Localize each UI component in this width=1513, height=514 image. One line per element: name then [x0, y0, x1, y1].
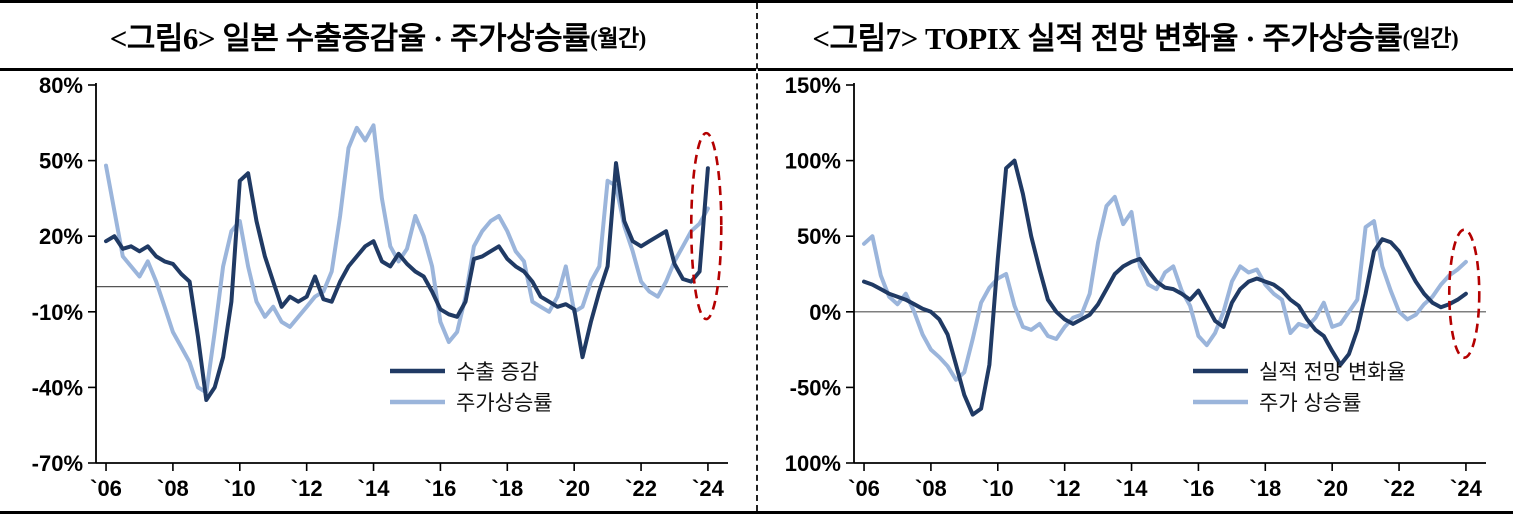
series-line-stock-return — [861, 194, 1468, 382]
legend-label-export-growth: 수출 증감 — [456, 361, 539, 384]
y-tick-label: 150% — [784, 73, 840, 98]
figure6-title: <그림6> 일본 수출증감율 · 주가상승률 (월간) — [0, 3, 756, 71]
x-tick-label: `18 — [491, 476, 523, 501]
y-tick-label: 20% — [39, 224, 83, 249]
figure7-title-text: <그림7> TOPIX 실적 전망 변화율 · 주가상승률 — [812, 21, 1403, 56]
x-tick-label: `24 — [692, 476, 725, 501]
y-tick-label: 100% — [784, 149, 840, 174]
legend-label-stock-return: 주가상승률 — [456, 392, 553, 415]
panel-divider — [755, 3, 758, 511]
x-tick-label: `06 — [90, 476, 122, 501]
y-tick-label: 80% — [39, 73, 83, 98]
legend-label-stock-return: 주가 상승률 — [1259, 392, 1361, 415]
x-tick-label: `08 — [157, 476, 189, 501]
figure7-title: <그림7> TOPIX 실적 전망 변화율 · 주가상승률 (일간) — [757, 3, 1513, 71]
figure7-chart: 150% 100% 50% 0% -50% 100% `06 `08 `10 `12 `14 `16 `… — [784, 73, 1486, 501]
x-tick-label: `12 — [1048, 476, 1080, 501]
y-tick-label: -10% — [32, 300, 83, 325]
figure6-title-text: <그림6> 일본 수출증감율 · 주가상승률 — [109, 21, 591, 56]
figure6-panel: <그림6> 일본 수출증감율 · 주가상승률 (월간) 80% 50% 20% -10%… — [0, 3, 756, 511]
x-tick-label: `20 — [1316, 476, 1348, 501]
highlight-ellipse — [1447, 228, 1481, 359]
x-tick-label: `10 — [981, 476, 1013, 501]
figure6-title-suffix: (월간) — [590, 25, 646, 51]
x-tick-label: `18 — [1249, 476, 1281, 501]
legend-label-earnings-forecast-change: 실적 전망 변화율 — [1259, 361, 1406, 384]
x-tick-label: `16 — [425, 476, 457, 501]
x-tick-label: `14 — [1115, 476, 1148, 501]
y-tick-label: 100% — [784, 451, 840, 476]
x-tick-label: `10 — [224, 476, 256, 501]
x-tick-label: `16 — [1182, 476, 1214, 501]
y-tick-label: 0% — [809, 300, 841, 325]
x-tick-label: `22 — [1383, 476, 1415, 501]
figure6-chart: 80% 50% 20% -10% -40% -70% `06 `08 `10 `12 `14 `16 `… — [32, 73, 728, 501]
y-tick-label: -70% — [32, 451, 83, 476]
x-tick-label: `14 — [358, 476, 391, 501]
highlight-ellipse — [689, 131, 723, 321]
x-tick-label: `08 — [915, 476, 947, 501]
figure7-chart-area: 150% 100% 50% 0% -50% 100% `06 `08 `10 `12 `14 `16 `… — [758, 71, 1513, 511]
x-tick-label: `22 — [625, 476, 657, 501]
figure6-chart-area: 80% 50% 20% -10% -40% -70% `06 `08 `10 `12 `14 `16 `… — [0, 71, 756, 511]
x-tick-label: `24 — [1450, 476, 1483, 501]
x-tick-label: `20 — [558, 476, 590, 501]
series-line-earnings-forecast-change — [861, 158, 1468, 417]
y-tick-label: 50% — [796, 224, 840, 249]
y-tick-label: -50% — [789, 375, 840, 400]
x-tick-label: `06 — [848, 476, 880, 501]
y-tick-label: 50% — [39, 149, 83, 174]
series-line-export-growth — [104, 161, 710, 402]
figure7-panel: <그림7> TOPIX 실적 전망 변화율 · 주가상승률 (일간) 150% 10… — [757, 3, 1513, 511]
figure7-title-suffix: (일간) — [1402, 25, 1459, 51]
y-tick-label: -40% — [32, 375, 83, 400]
x-tick-label: `12 — [291, 476, 323, 501]
